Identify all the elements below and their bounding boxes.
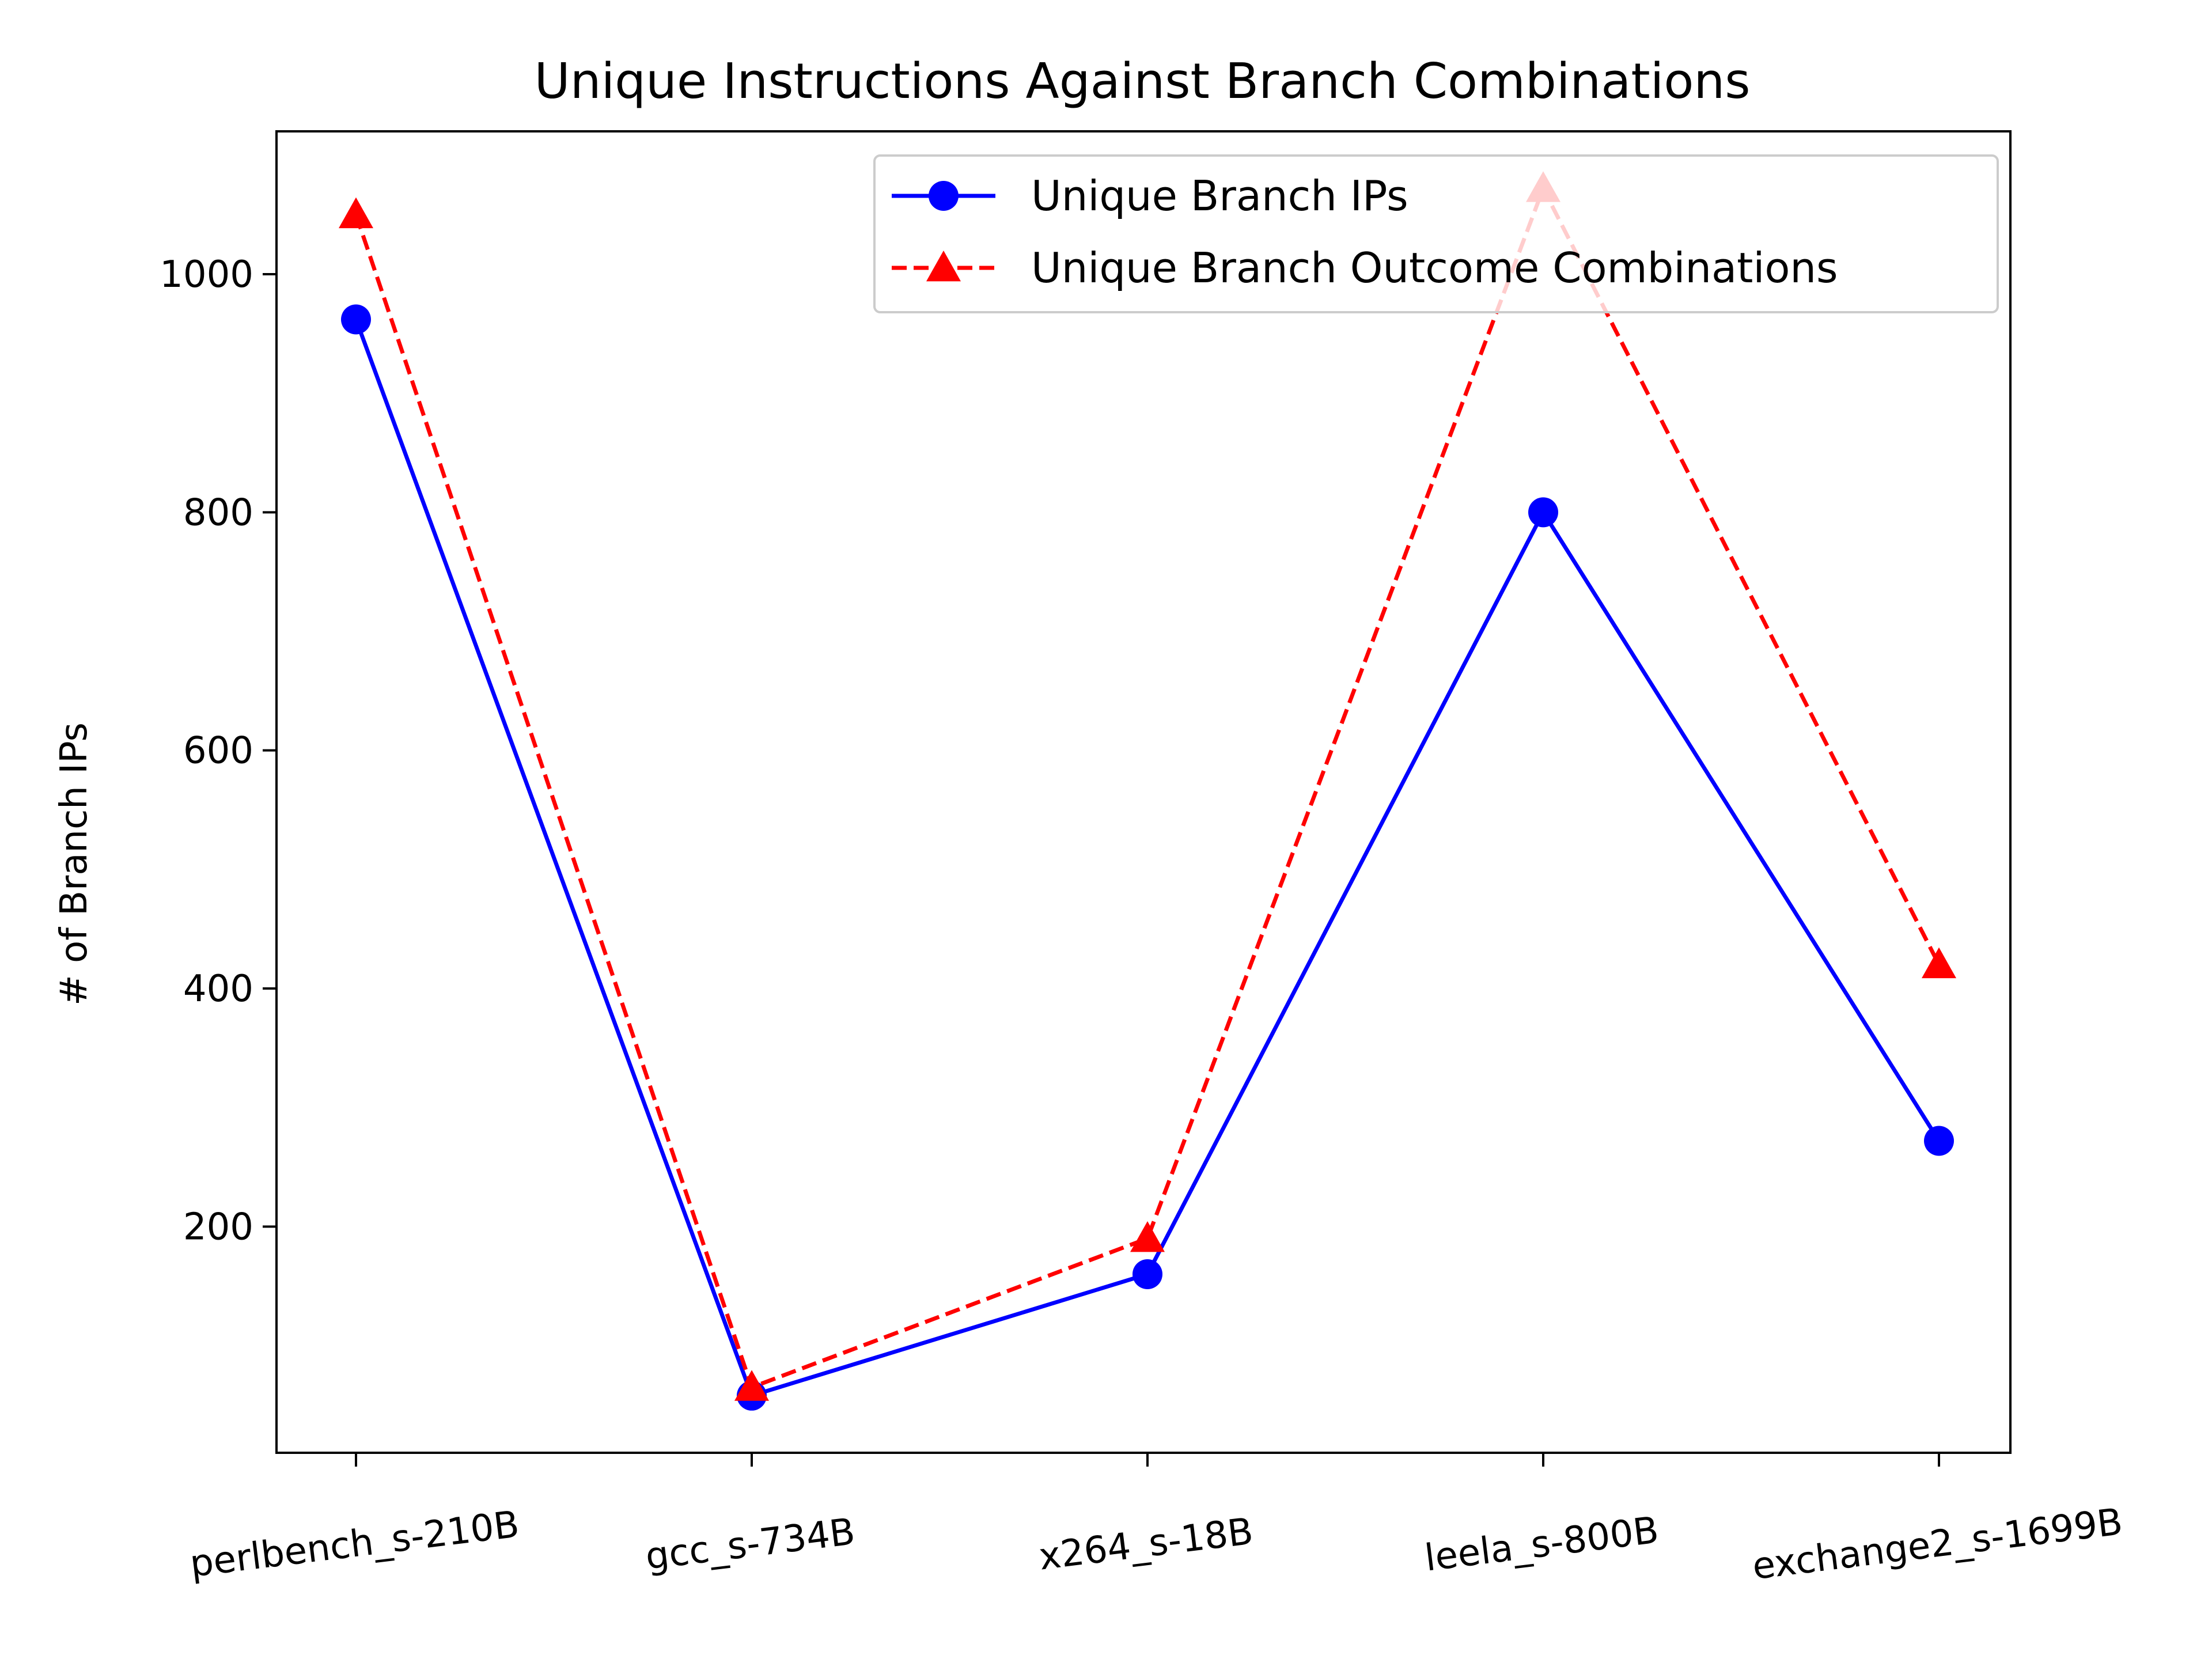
x-tick-label: perlbench_s-210B: [188, 1503, 522, 1586]
y-tick-label: 400: [183, 968, 253, 1010]
legend-swatch-marker: [926, 251, 961, 282]
series-layer: [339, 171, 1956, 1411]
x-tick-label: exchange2_s-1699B: [1750, 1501, 2125, 1588]
y-tick-label: 800: [183, 491, 253, 534]
y-tick-label: 1000: [160, 253, 253, 296]
legend-label: Unique Branch Outcome Combinations: [1031, 244, 1838, 292]
data-point: [1922, 947, 1956, 979]
axes: 200 400 600 800 1000 perlbench_s-210B gcc_s-73…: [160, 130, 2125, 1588]
series-line: [354, 186, 1941, 1389]
data-point: [339, 197, 373, 229]
data-point: [1132, 1259, 1162, 1289]
x-tick-label: leela_s-800B: [1422, 1509, 1661, 1580]
y-tick-label: 600: [183, 730, 253, 772]
legend-label: Unique Branch IPs: [1031, 172, 1408, 220]
data-point: [734, 1370, 769, 1401]
data-point: [1130, 1221, 1165, 1252]
data-point: [1528, 497, 1558, 528]
data-point: [341, 304, 371, 335]
y-tick-label: 200: [183, 1206, 253, 1248]
legend-swatch-marker: [929, 181, 959, 211]
legend-entry: Unique Branch Outcome Combinations: [892, 244, 1838, 292]
chart-title: Unique Instructions Against Branch Combi…: [534, 53, 1750, 110]
legend-box: [873, 154, 1999, 313]
legend-entry: Unique Branch IPs: [892, 172, 1408, 220]
x-tick-label: gcc_s-734B: [643, 1510, 858, 1578]
plot-frame: [275, 130, 2012, 1454]
y-axis-label: # of Branch IPs: [53, 722, 96, 1006]
data-point: [1924, 1126, 1954, 1156]
legend: Unique Branch IPs Unique Branch Outcome C…: [873, 154, 1999, 313]
x-tick-label: x264_s-18B: [1036, 1510, 1255, 1579]
